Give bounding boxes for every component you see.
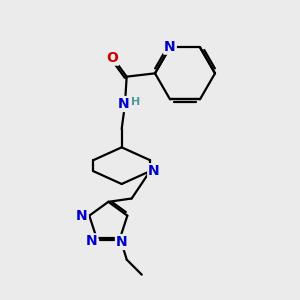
Text: N: N: [118, 97, 129, 111]
Text: N: N: [164, 40, 176, 54]
Text: N: N: [116, 235, 127, 249]
Text: O: O: [106, 51, 118, 65]
Text: N: N: [86, 234, 98, 248]
Text: N: N: [148, 164, 160, 178]
Text: N: N: [76, 209, 88, 223]
Text: H: H: [131, 97, 140, 107]
